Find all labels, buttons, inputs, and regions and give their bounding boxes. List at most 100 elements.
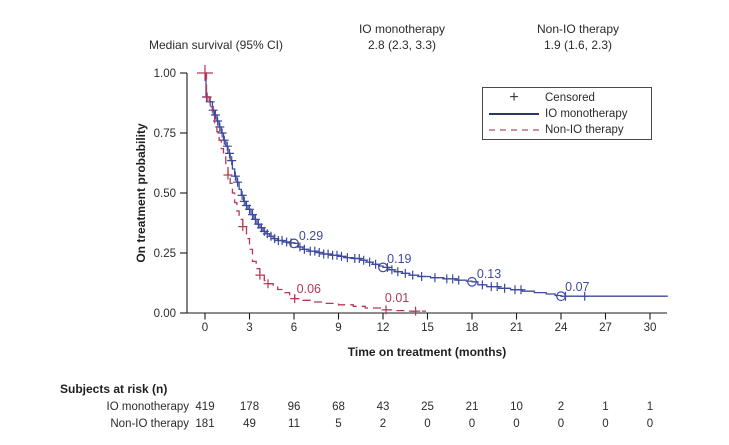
risk-count: 0 — [557, 418, 565, 430]
censored-plus-mark — [310, 246, 320, 256]
probability-annotations: 0.29 0.19 0.13 0.07 0.06 0.01 — [297, 229, 590, 305]
risk-count: 178 — [239, 401, 260, 413]
legend-label-censored: Censored — [545, 91, 595, 104]
header-non-io-name: Non-IO therapy — [536, 22, 620, 36]
timepoint-circle-marker — [556, 291, 566, 302]
y-tick-label: 0.00 — [154, 308, 176, 320]
header-non-io-value: 1.9 (1.6, 2.3) — [543, 38, 613, 52]
timepoint-circle-marker — [289, 238, 299, 249]
risk-count: 5 — [335, 418, 342, 430]
censored-plus-mark — [387, 265, 397, 275]
risk-count: 25 — [421, 401, 434, 413]
censored-plus-mark — [202, 92, 212, 102]
risk-count: 419 — [195, 401, 215, 413]
probability-annotation: 0.19 — [387, 252, 411, 266]
legend-item-non-io: Non-IO therapy — [483, 122, 651, 138]
censored-plus-mark — [233, 177, 243, 187]
risk-count: 181 — [195, 418, 215, 430]
legend-item-io: IO monotherapy — [483, 106, 651, 122]
legend-item-censored: + Censored — [483, 88, 651, 106]
non-io-therapy-curve — [205, 72, 426, 312]
censored-plus-mark — [238, 222, 248, 232]
non_io-censor-marks — [197, 65, 421, 316]
risk-count: 68 — [332, 401, 345, 413]
censored-plus-mark — [230, 171, 240, 181]
probability-annotation: 0.01 — [385, 291, 409, 305]
censored-plus-icon: + — [509, 88, 519, 106]
risk-count: 49 — [243, 418, 256, 430]
io-solid-line-icon — [483, 112, 545, 115]
censored-plus-mark — [500, 283, 510, 293]
censored-plus-mark — [337, 251, 346, 261]
x-tick-label: 27 — [599, 322, 612, 334]
timepoint-circle-marker — [378, 262, 388, 273]
header-io-value: 2.8 (2.3, 3.3) — [367, 38, 437, 52]
censored-plus-mark — [359, 255, 369, 265]
risk-count: 0 — [646, 418, 654, 430]
header-io-name: IO monotherapy — [358, 22, 446, 36]
risk-row-label-io: IO monotherapy — [106, 401, 189, 413]
x-axis-title: Time on treatment (months) — [347, 345, 507, 359]
censored-plus-mark — [248, 210, 257, 220]
probability-annotation: 0.07 — [565, 280, 589, 294]
censored-plus-mark — [516, 285, 526, 295]
censored-plus-mark — [239, 196, 249, 206]
risk-count: 11 — [288, 418, 300, 430]
x-tick-label: 3 — [246, 322, 252, 334]
censored-plus-mark — [208, 105, 218, 115]
censored-plus-mark — [381, 305, 391, 315]
censored-plus-mark — [197, 65, 213, 81]
y-axis-ticks: 0.00 0.25 0.50 0.75 1.00 — [154, 68, 187, 320]
censored-plus-mark — [225, 148, 234, 158]
x-tick-label: 6 — [291, 322, 297, 334]
risk-count: 10 — [510, 401, 523, 413]
censored-plus-mark — [400, 268, 410, 278]
io-censor-marks — [202, 92, 590, 301]
x-tick-label: 0 — [202, 322, 208, 334]
censored-plus-mark — [454, 275, 464, 285]
risk-row-label-non-io: Non-IO therapy — [110, 418, 189, 430]
non-io-dashed-line-icon — [483, 128, 545, 131]
risk-count: 0 — [513, 418, 520, 430]
censored-plus-mark — [393, 267, 403, 277]
legend-box: + Censored IO monotherapy Non-IO therapy — [482, 87, 652, 140]
x-tick-label: 9 — [335, 322, 341, 334]
x-axis-ticks: 0 3 6 9 12 15 18 21 24 27 30 — [202, 313, 657, 334]
x-tick-label: 21 — [510, 322, 523, 334]
x-tick-label: 18 — [466, 322, 479, 334]
risk-count: 96 — [287, 401, 301, 413]
censored-plus-mark — [290, 294, 300, 304]
censored-plus-mark — [477, 280, 487, 290]
censored-plus-mark — [277, 236, 287, 245]
censored-plus-mark — [245, 204, 254, 214]
censored-plus-mark — [270, 234, 280, 244]
x-tick-label: 30 — [644, 322, 657, 334]
y-tick-label: 0.75 — [154, 128, 176, 140]
censored-plus-mark — [314, 248, 324, 257]
risk-count: 0 — [602, 418, 609, 430]
censored-plus-mark — [223, 170, 233, 180]
censored-plus-mark — [417, 272, 427, 281]
censored-plus-mark — [342, 253, 352, 263]
legend-label-non-io: Non-IO therapy — [545, 123, 624, 136]
risk-count: 43 — [376, 401, 390, 413]
censored-plus-mark — [365, 257, 375, 267]
y-axis-title: On treatment probability — [134, 123, 148, 263]
y-tick-label: 0.50 — [154, 188, 176, 200]
censored-plus-mark — [205, 97, 215, 107]
probability-annotation: 0.06 — [297, 282, 321, 296]
y-tick-label: 0.25 — [154, 248, 176, 260]
risk-count: 2 — [557, 401, 565, 413]
risk-count: 1 — [602, 401, 609, 413]
censored-plus-mark — [411, 306, 421, 316]
censored-plus-mark — [580, 291, 590, 301]
censored-plus-mark — [371, 259, 381, 269]
probability-annotation: 0.29 — [299, 229, 323, 243]
censored-plus-mark — [299, 244, 309, 254]
censored-plus-mark — [222, 141, 232, 151]
censored-plus-mark — [210, 110, 220, 120]
risk-count: 0 — [424, 418, 431, 430]
censored-plus-mark — [323, 249, 333, 259]
y-tick-label: 1.00 — [154, 68, 176, 80]
